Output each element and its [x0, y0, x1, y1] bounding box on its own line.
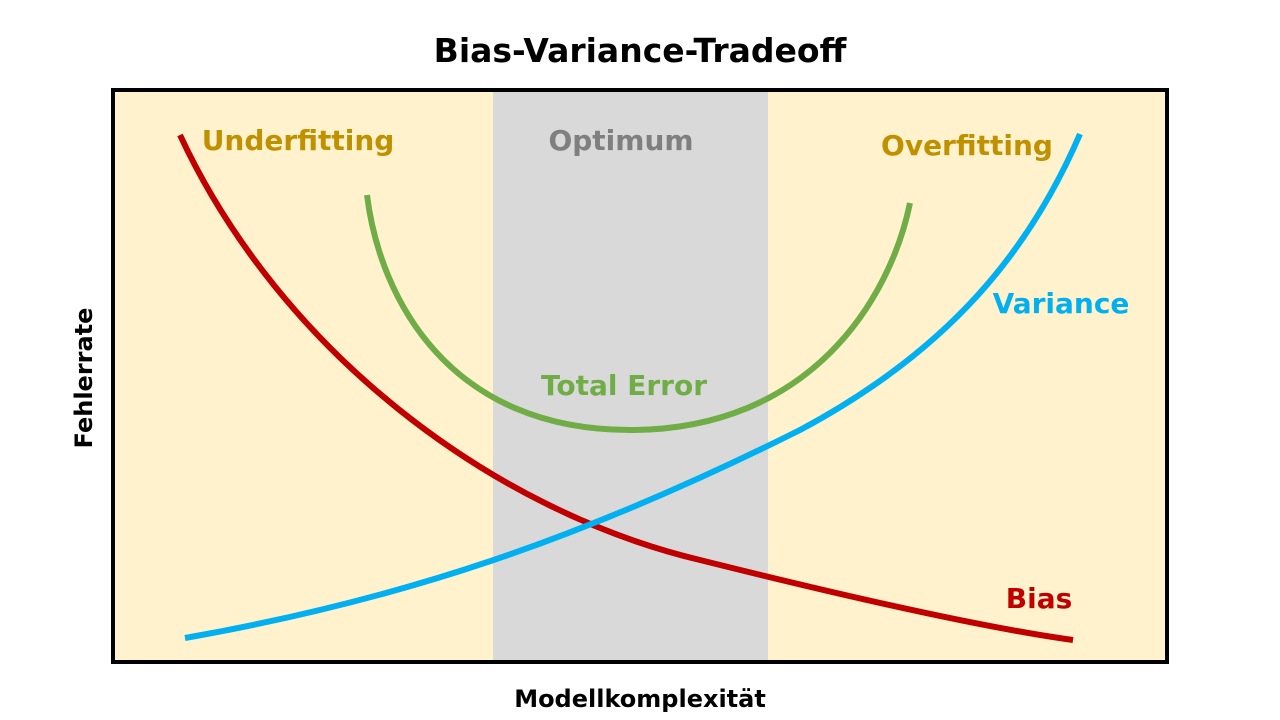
variance-curve: [184, 132, 1083, 641]
region-label-optimum: Optimum: [548, 124, 693, 157]
x-axis-label: Modellkomplexität: [514, 685, 766, 713]
total-error-label: Total Error: [541, 369, 707, 402]
diagram-title: Bias-Variance-Tradeoff: [434, 31, 848, 70]
bias-curve: [177, 133, 1074, 643]
y-axis-label: Fehlerrate: [70, 308, 98, 449]
bias-label: Bias: [1006, 582, 1073, 615]
total-error-curve: [364, 194, 913, 434]
region-label-overfitting: Overfitting: [881, 129, 1053, 162]
plot-frame: [111, 88, 1169, 664]
region-label-underfitting: Underfitting: [202, 124, 395, 157]
variance-label: Variance: [993, 287, 1130, 320]
